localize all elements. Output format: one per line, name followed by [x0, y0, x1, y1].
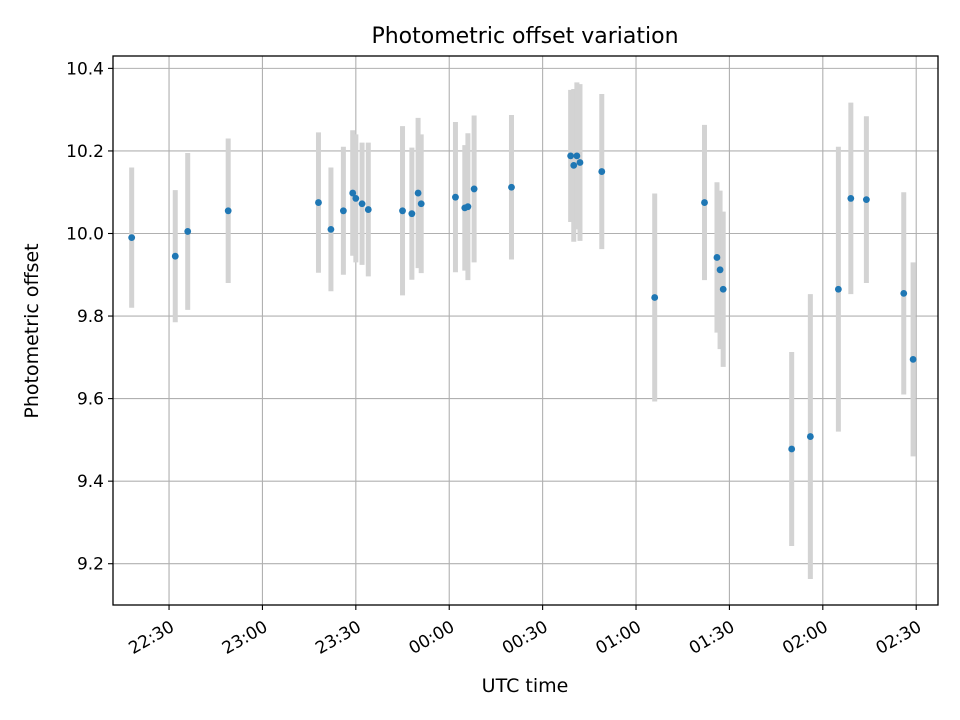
y-axis-label: Photometric offset [21, 243, 43, 418]
data-point [909, 355, 917, 363]
axis-ticks: 22:30 23:00 23:30 00:00 00:30 01:00 01:30 02:00… [66, 59, 925, 658]
data-point [327, 225, 335, 233]
data-point [573, 152, 581, 160]
y-tick-label: 9.8 [77, 307, 104, 327]
x-axis-label: UTC time [482, 675, 569, 697]
data-points [128, 152, 917, 453]
data-point [862, 196, 870, 204]
data-point [452, 193, 459, 201]
data-point [339, 207, 347, 215]
x-tick-label: 01:30 [686, 617, 738, 659]
data-point [567, 152, 575, 160]
data-point [788, 445, 796, 453]
data-point [408, 210, 416, 218]
data-point [570, 161, 578, 169]
data-point [470, 185, 478, 193]
data-point [716, 266, 724, 274]
data-point [414, 189, 422, 197]
error-bars [129, 82, 916, 579]
grid [113, 56, 938, 605]
y-tick-label: 9.6 [77, 390, 104, 410]
chart-title: Photometric offset variation [371, 24, 678, 49]
y-tick-label: 10.2 [66, 142, 104, 162]
data-point [651, 294, 659, 301]
y-tick-label: 9.2 [77, 555, 104, 575]
data-point [701, 199, 708, 206]
data-point [315, 199, 322, 206]
data-point [364, 206, 372, 213]
data-point [719, 285, 727, 293]
data-point [508, 183, 515, 191]
plot-area-frame [112, 55, 939, 606]
y-tick-label: 9.4 [77, 472, 104, 492]
data-point [464, 203, 472, 211]
data-point [806, 433, 814, 440]
data-point [417, 200, 425, 208]
x-tick-label: 02:00 [779, 617, 831, 659]
data-point [128, 234, 136, 242]
y-tick-label: 10.4 [66, 59, 104, 79]
data-point [713, 254, 721, 261]
data-point [224, 207, 232, 215]
x-tick-label: 00:00 [406, 617, 458, 659]
x-tick-label: 23:00 [219, 617, 271, 659]
data-point [358, 200, 366, 208]
data-point [399, 207, 406, 215]
y-tick-label: 10.0 [66, 224, 104, 244]
data-point [847, 195, 855, 202]
x-tick-label: 01:00 [592, 617, 644, 659]
data-point [900, 289, 908, 297]
data-point [834, 285, 842, 293]
data-point [576, 159, 584, 166]
x-tick-label: 22:30 [125, 617, 177, 659]
data-point [171, 252, 179, 260]
data-point [598, 168, 606, 175]
x-tick-label: 23:30 [312, 617, 364, 659]
data-point [184, 228, 192, 235]
data-point [349, 189, 357, 197]
data-point [352, 195, 360, 202]
x-tick-label: 02:30 [873, 617, 925, 659]
x-tick-label: 00:30 [499, 617, 551, 659]
